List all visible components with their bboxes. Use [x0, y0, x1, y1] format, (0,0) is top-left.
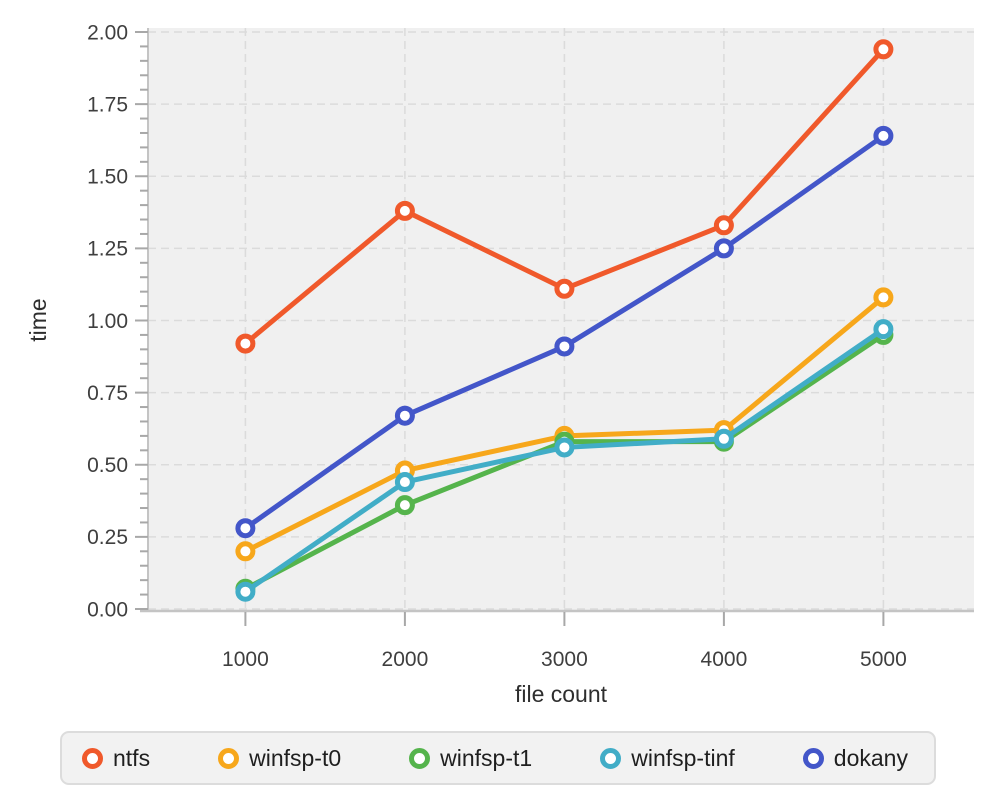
line-chart: 0.00 0.25 0.50 0.75 1.00 1.25 1.50 1.75 2.00 1000…	[25, 21, 974, 707]
legend-item-ntfs[interactable]: ntfs	[82, 744, 151, 771]
y-tick-label: 1.50	[87, 166, 128, 189]
y-tick-label: 1.75	[87, 93, 128, 116]
legend-marker-dokany-icon	[802, 747, 824, 769]
data-point-ntfs	[554, 278, 575, 299]
y-tick-label: 2.00	[87, 21, 128, 44]
data-point-dokany	[554, 336, 575, 357]
legend-item-winfsp-t0[interactable]: winfsp-t0	[218, 744, 342, 771]
legend-marker-winfsp-t0-icon	[218, 747, 240, 769]
data-point-dokany	[713, 238, 734, 259]
legend-marker-winfsp-t1-icon	[409, 747, 431, 769]
y-tick-label: 0.00	[87, 598, 128, 621]
x-tick-label: 3000	[541, 648, 588, 671]
data-point-winfsp-t0	[873, 287, 894, 308]
legend-label-ntfs: ntfs	[113, 744, 151, 771]
data-point-dokany	[235, 518, 256, 539]
data-point-dokany	[873, 125, 894, 146]
data-point-ntfs	[713, 215, 734, 236]
y-tick-label: 0.25	[87, 526, 128, 549]
legend-label-winfsp-t1: winfsp-t1	[440, 744, 533, 771]
x-tick-label: 2000	[382, 648, 429, 671]
legend-label-winfsp-t0: winfsp-t0	[249, 744, 342, 771]
y-tick-label: 0.50	[87, 454, 128, 477]
data-point-winfsp-tinf	[713, 428, 734, 449]
data-point-winfsp-t0	[235, 541, 256, 562]
legend-item-winfsp-t1[interactable]: winfsp-t1	[409, 744, 533, 771]
x-tick-label: 5000	[860, 648, 907, 671]
data-point-winfsp-tinf	[873, 319, 894, 340]
legend-marker-ntfs-icon	[82, 747, 103, 769]
legend-marker-winfsp-tinf-icon	[600, 747, 622, 769]
x-axis-title: file count	[515, 681, 608, 707]
data-point-dokany	[394, 405, 415, 426]
data-point-winfsp-tinf	[235, 581, 256, 602]
legend-label-dokany: dokany	[833, 744, 908, 771]
x-tick-label: 1000	[222, 648, 269, 671]
x-tick-label: 4000	[701, 648, 748, 671]
data-point-winfsp-t1	[394, 495, 415, 516]
chart-legend: ntfs winfsp-t0 winfsp-t1 winfsp-tinf dokany	[60, 731, 936, 785]
y-tick-label: 1.00	[87, 310, 128, 333]
data-point-winfsp-tinf	[554, 437, 575, 458]
legend-item-dokany[interactable]: dokany	[802, 744, 908, 771]
data-point-ntfs	[873, 39, 894, 60]
data-point-ntfs	[235, 333, 256, 354]
y-tick-label: 1.25	[87, 238, 128, 261]
data-point-ntfs	[394, 200, 415, 221]
legend-label-winfsp-tinf: winfsp-tinf	[631, 744, 735, 771]
data-point-winfsp-tinf	[394, 472, 415, 493]
y-axis-title: time	[25, 298, 51, 341]
y-tick-label: 0.75	[87, 382, 128, 405]
legend-item-winfsp-tinf[interactable]: winfsp-tinf	[600, 744, 735, 771]
